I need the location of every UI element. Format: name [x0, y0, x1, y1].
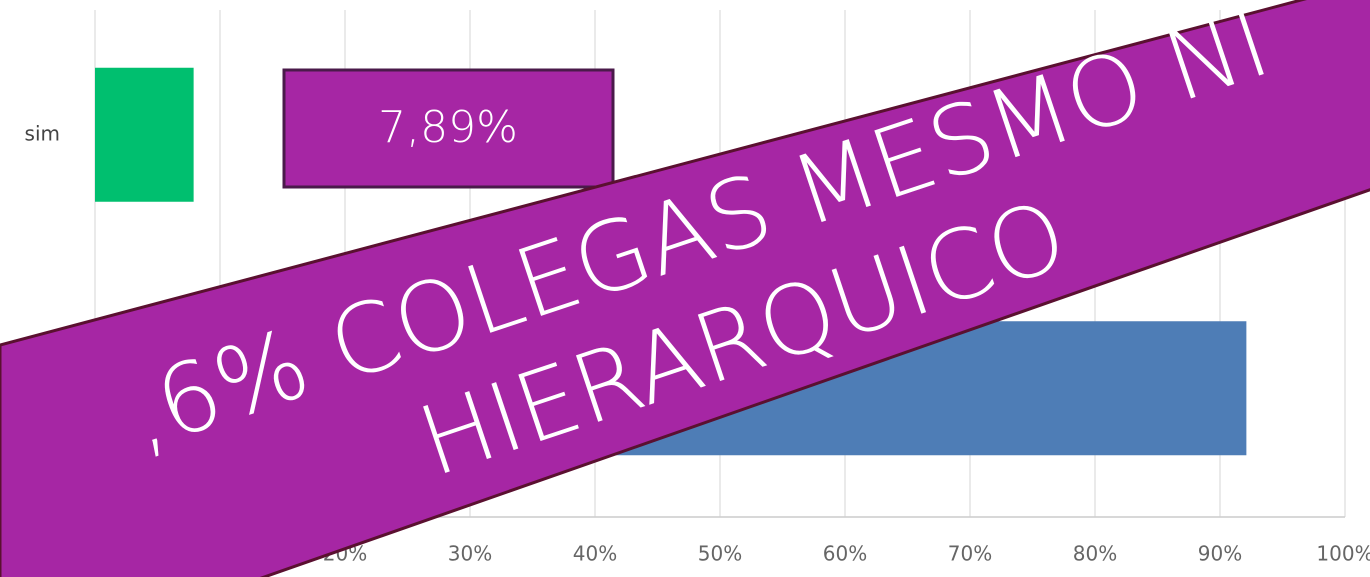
annotation-box — [282, 68, 615, 189]
x-tick-label: 40% — [573, 542, 617, 566]
annotation-label: 7,89% — [378, 102, 518, 153]
y-tick-label: sim — [25, 121, 60, 145]
bar — [95, 67, 194, 202]
x-tick-label: 70% — [948, 542, 992, 566]
x-tick-label: 50% — [698, 542, 742, 566]
x-tick-label: 100% — [1316, 542, 1370, 566]
x-tick-label: 90% — [1198, 542, 1242, 566]
x-tick-label: 60% — [823, 542, 867, 566]
x-tick-label: 30% — [448, 542, 492, 566]
x-tick-label: 80% — [1073, 542, 1117, 566]
